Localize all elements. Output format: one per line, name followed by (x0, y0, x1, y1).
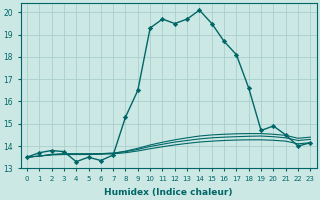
X-axis label: Humidex (Indice chaleur): Humidex (Indice chaleur) (104, 188, 233, 197)
